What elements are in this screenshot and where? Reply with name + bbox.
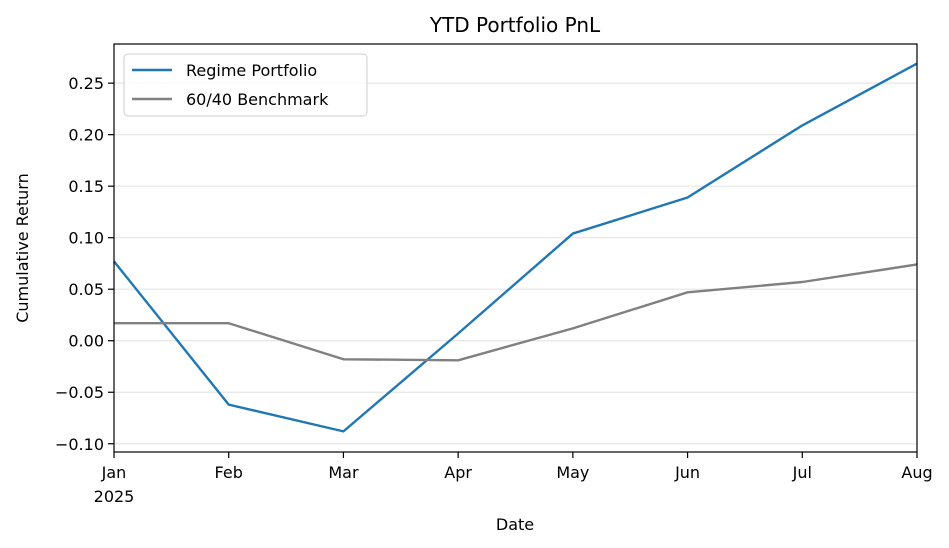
x-tick-label: May [556,463,589,482]
x-tick-label: Aug [901,463,932,482]
y-tick-label: 0.15 [68,177,104,196]
x-axis: Jan Feb Mar Apr May Jun Jul Aug 2025 [94,452,933,506]
series-line-1 [114,263,918,362]
x-tick-sublabel: 2025 [94,487,135,506]
y-axis-label: Cumulative Return [13,173,32,323]
x-tick-label: Jul [792,463,812,482]
legend-label-0: Regime Portfolio [186,61,317,80]
x-tick-label: Mar [328,463,359,482]
chart-title: YTD Portfolio PnL [429,13,601,37]
y-tick-label: 0.25 [68,74,104,93]
series-lines [113,62,918,433]
y-gridlines [114,82,917,445]
plot-frame [113,43,918,453]
y-tick-label: 0.00 [68,332,104,351]
legend-label-1: 60/40 Benchmark [186,90,329,109]
x-tick-label: Feb [215,463,243,482]
x-tick-label: Jan [101,463,127,482]
x-tick-label: Apr [444,463,472,482]
y-tick-label: 0.05 [68,280,104,299]
x-tick-label: Jun [674,463,700,482]
legend-box [123,53,368,117]
y-tick-label: −0.10 [55,435,104,454]
y-axis: −0.10 −0.05 0.00 0.05 0.10 0.15 0.20 0.25 [55,74,114,454]
y-tick-label: 0.10 [68,229,104,248]
x-axis-label: Date [496,515,534,534]
series-line-0 [113,62,918,433]
y-tick-label: 0.20 [68,126,104,145]
legend: Regime Portfolio 60/40 Benchmark [123,53,368,117]
y-tick-label: −0.05 [55,383,104,402]
